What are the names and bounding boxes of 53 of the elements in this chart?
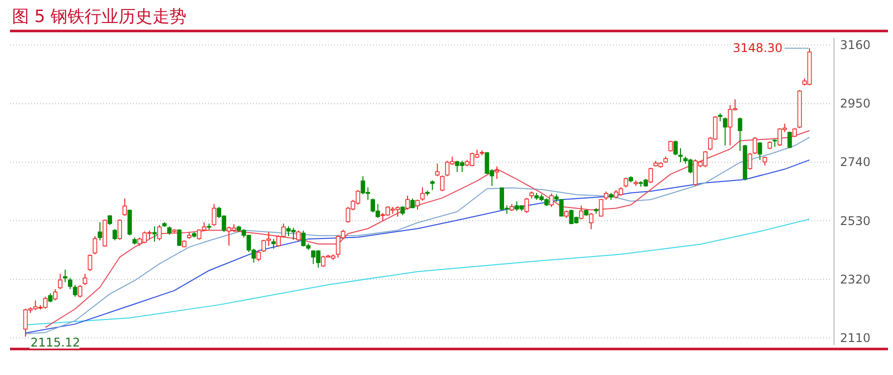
candlestick xyxy=(256,250,261,262)
candlestick xyxy=(648,167,653,184)
candlestick xyxy=(118,218,122,240)
candlestick xyxy=(88,254,92,272)
y-tick-label: 2950 xyxy=(840,96,871,111)
chart-title: 图 5 钢铁行业历史走势 xyxy=(12,7,187,27)
candlestick xyxy=(98,222,102,241)
candlestick xyxy=(58,273,62,290)
annotation: 2115.12 xyxy=(30,336,80,350)
y-tick-label: 2320 xyxy=(840,272,871,286)
candlestick xyxy=(128,209,132,236)
candlestick xyxy=(53,288,58,301)
candlestick xyxy=(430,180,435,191)
candlestick xyxy=(579,204,584,220)
candlestick xyxy=(440,175,444,192)
candlestick xyxy=(549,192,554,208)
candlestick xyxy=(152,226,157,242)
candlestick xyxy=(598,198,604,218)
candlestick xyxy=(668,140,673,152)
candlestick xyxy=(82,273,88,286)
candlestick xyxy=(296,230,301,242)
candlestick xyxy=(758,142,762,160)
candlestick xyxy=(420,186,425,202)
candlestick xyxy=(78,284,82,298)
candlestick xyxy=(108,214,112,226)
candlestick xyxy=(787,130,792,149)
candlestick xyxy=(624,177,628,188)
candlestick xyxy=(112,228,117,241)
candlestick xyxy=(405,195,410,210)
candlestick xyxy=(752,136,758,155)
candlestick xyxy=(68,278,72,290)
candlestick xyxy=(62,269,68,283)
candlestick xyxy=(271,238,276,250)
candlestick xyxy=(92,236,98,255)
y-tick-label: 2740 xyxy=(840,155,871,170)
candlestick xyxy=(122,198,127,216)
candlestick xyxy=(524,197,529,214)
candlestick xyxy=(738,117,742,152)
candlestick xyxy=(494,166,500,180)
candlestick xyxy=(748,152,752,170)
y-tick-label: 2530 xyxy=(840,214,871,228)
candlestick xyxy=(588,212,594,230)
y-tick-label: 2110 xyxy=(840,331,871,346)
candlestick xyxy=(157,224,162,241)
candlestick xyxy=(673,140,678,156)
candlestick xyxy=(72,284,78,298)
candlestick xyxy=(415,199,420,210)
candlestick xyxy=(435,163,440,177)
candlestick xyxy=(177,228,182,246)
y-tick-label: 3160 xyxy=(840,38,871,52)
candlestick xyxy=(212,204,216,226)
candlestick xyxy=(722,117,728,146)
annotation: 3148.30 xyxy=(732,41,783,56)
